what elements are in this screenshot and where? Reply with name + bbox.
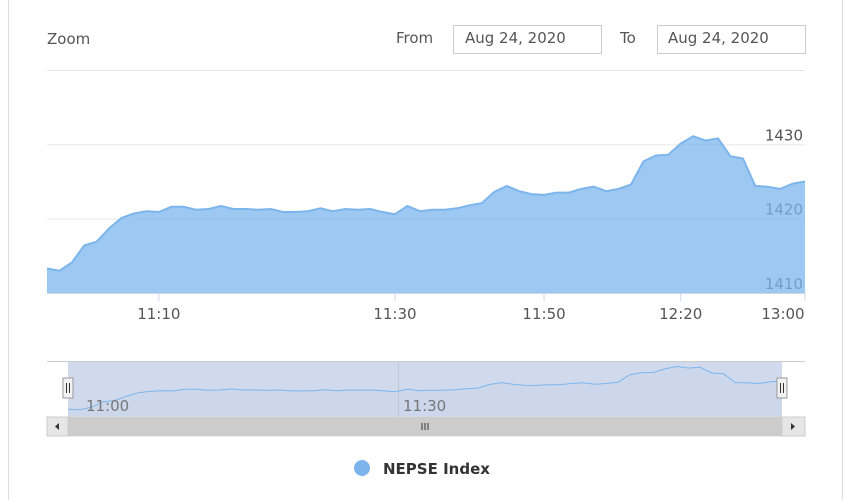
x-tick-label: 11:50 bbox=[522, 305, 565, 323]
legend-symbol bbox=[354, 460, 370, 476]
from-value[interactable]: Aug 24, 2020 bbox=[465, 29, 566, 47]
zoom-label: Zoom bbox=[47, 30, 90, 48]
navigator-line bbox=[67, 365, 783, 411]
navigator-handle[interactable] bbox=[776, 377, 788, 399]
navigator-label: 11:30 bbox=[403, 397, 446, 415]
arrow bbox=[55, 423, 59, 430]
scrollbar-grip bbox=[421, 423, 429, 430]
legend[interactable]: NEPSE Index bbox=[354, 460, 490, 478]
y-tick-label: 1430 bbox=[765, 126, 803, 144]
from-input[interactable] bbox=[453, 25, 602, 54]
navigator-bg bbox=[47, 362, 805, 417]
handle-grip bbox=[66, 383, 70, 393]
to-label: To bbox=[619, 29, 636, 47]
x-tick-label: 12:20 bbox=[659, 305, 702, 323]
legend-label[interactable]: NEPSE Index bbox=[383, 460, 490, 478]
to-value[interactable]: Aug 24, 2020 bbox=[668, 29, 769, 47]
x-tick-label: 11:10 bbox=[137, 305, 180, 323]
navigator-handle[interactable] bbox=[62, 377, 74, 399]
navigator-area bbox=[68, 366, 782, 417]
arrow bbox=[791, 423, 795, 430]
to-input[interactable] bbox=[657, 25, 806, 54]
x-tick-label: 11:30 bbox=[373, 305, 416, 323]
area bbox=[47, 136, 805, 293]
from-label: From bbox=[396, 29, 433, 47]
line bbox=[46, 135, 806, 272]
x-tick-label: 13:00 bbox=[761, 305, 804, 323]
handle-grip bbox=[780, 383, 784, 393]
navigator-label: 11:00 bbox=[86, 397, 129, 415]
